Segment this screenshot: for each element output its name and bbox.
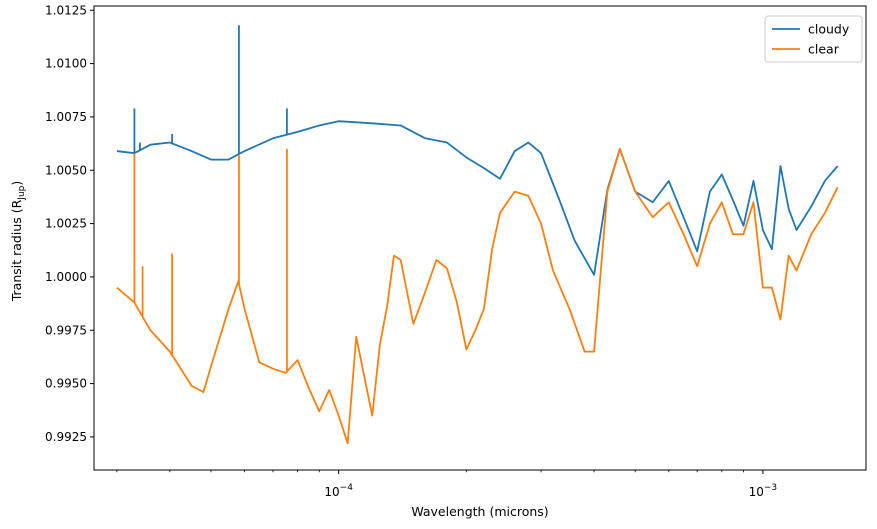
series-layer bbox=[116, 25, 839, 445]
y-tick-label: 1.0125 bbox=[45, 3, 87, 17]
x-axis-title: Wavelength (microns) bbox=[411, 504, 548, 519]
y-tick-label: 0.9950 bbox=[45, 377, 87, 391]
series-line-clear bbox=[116, 148, 839, 445]
y-axis-title-sub: Jup bbox=[17, 185, 27, 200]
y-axis-title-main: Transit radius (R bbox=[9, 199, 24, 302]
y-tick-label: 0.9975 bbox=[45, 323, 87, 337]
axes-layer: 0.9925 0.9950 0.9975 1.0000 1.0025 1.0050 1.00… bbox=[45, 3, 867, 499]
series-line-cloudy bbox=[116, 120, 839, 276]
y-axis-title: Transit radius (RJup) bbox=[9, 181, 27, 303]
legend-label-clear: clear bbox=[808, 42, 840, 57]
y-tick-label: 0.9925 bbox=[45, 430, 87, 444]
legend-label-cloudy: cloudy bbox=[808, 22, 850, 37]
y-tick-label: 1.0000 bbox=[45, 270, 87, 284]
x-tick-label: 10−4 bbox=[324, 483, 353, 499]
legend: cloudy clear bbox=[764, 15, 863, 63]
legend-frame bbox=[764, 15, 863, 63]
y-tick-label: 1.0025 bbox=[45, 217, 87, 231]
x-tick-label: 10−3 bbox=[749, 483, 778, 499]
y-tick-label: 1.0100 bbox=[45, 57, 87, 71]
plot-frame bbox=[93, 5, 867, 471]
y-tick-label: 1.0075 bbox=[45, 110, 87, 124]
y-tick-label: 1.0050 bbox=[45, 163, 87, 177]
y-axis-title-close: ) bbox=[9, 181, 24, 186]
